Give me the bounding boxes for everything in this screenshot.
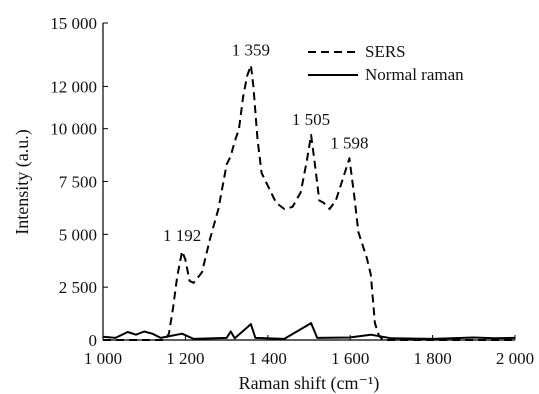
legend: SERS Normal raman: [308, 42, 464, 84]
x-axis-title: Raman shift (cm⁻¹): [239, 373, 380, 394]
y-tick-label: 2 500: [59, 278, 97, 297]
y-axis-title: Intensity (a.u.): [12, 129, 33, 234]
series-line-sers: [103, 64, 515, 341]
y-tick-label: 0: [89, 331, 98, 350]
x-tick-label: 2 000: [496, 349, 534, 368]
legend-label-sers: SERS: [365, 42, 406, 61]
y-tick-label: 15 000: [50, 14, 97, 33]
y-tick-label: 7 500: [59, 173, 97, 192]
x-tick-label: 1 600: [331, 349, 369, 368]
y-axis-ticks: 0 2 500 5 000 7 500 10 000 12 000 15 000: [50, 14, 108, 350]
peak-label: 1 598: [330, 133, 368, 152]
y-tick-label: 12 000: [50, 77, 97, 96]
y-tick-label: 5 000: [59, 225, 97, 244]
x-tick-label: 1 800: [413, 349, 451, 368]
x-tick-label: 1 400: [249, 349, 287, 368]
peak-label: 1 505: [292, 110, 330, 129]
y-tick-label: 10 000: [50, 120, 97, 139]
x-tick-label: 1 000: [84, 349, 122, 368]
peak-label: 1 192: [163, 226, 201, 245]
x-axis-ticks: 1 000 1 200 1 400 1 600 1 800 2 000: [84, 335, 534, 368]
series-layer: [102, 64, 516, 341]
peak-label: 1 359: [232, 40, 270, 59]
legend-label-normal-raman: Normal raman: [365, 65, 464, 84]
x-tick-label: 1 200: [166, 349, 204, 368]
series-line-normal-raman: [102, 322, 516, 340]
